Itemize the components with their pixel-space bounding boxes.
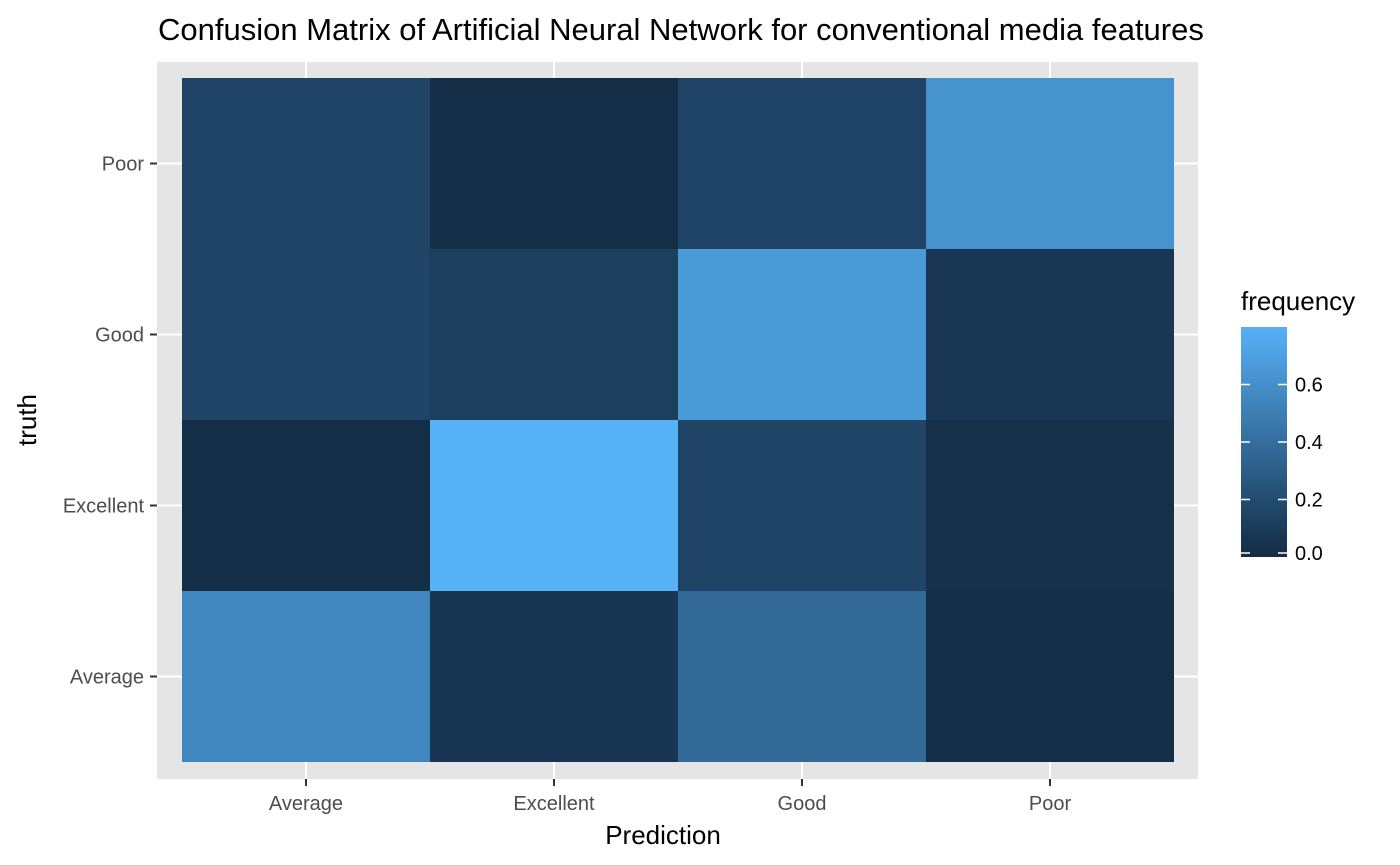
x-tick-label: Excellent bbox=[513, 793, 595, 815]
x-axis: Average Excellent Good Poor bbox=[269, 779, 1072, 815]
y-tick-label: Excellent bbox=[63, 496, 145, 518]
heatmap-cell bbox=[678, 249, 926, 420]
y-axis: Average Excellent Good Poor bbox=[63, 154, 157, 689]
heatmap-cell bbox=[182, 78, 430, 249]
x-tick-label: Poor bbox=[1029, 793, 1072, 815]
heatmap-cell bbox=[926, 78, 1174, 249]
legend-tick-label: 0.2 bbox=[1295, 490, 1323, 512]
y-tick-label: Average bbox=[70, 667, 144, 689]
heatmap-cell bbox=[430, 420, 678, 591]
heatmap-cell bbox=[430, 78, 678, 249]
heatmap-cell bbox=[430, 591, 678, 762]
x-tick-label: Good bbox=[778, 793, 827, 815]
chart-title: Confusion Matrix of Artificial Neural Ne… bbox=[158, 12, 1204, 47]
heatmap-cell bbox=[182, 249, 430, 420]
y-tick-label: Good bbox=[95, 325, 144, 347]
heatmap-cell bbox=[678, 420, 926, 591]
legend: frequency 0.0 0.2 0.4 0.6 bbox=[1241, 286, 1355, 565]
legend-title: frequency bbox=[1241, 286, 1355, 316]
heatmap-cells bbox=[182, 78, 1174, 762]
heatmap-cell bbox=[182, 420, 430, 591]
x-tick-label: Average bbox=[269, 793, 343, 815]
legend-tick-label: 0.4 bbox=[1295, 432, 1323, 454]
x-axis-title: Prediction bbox=[605, 820, 721, 850]
y-tick-label: Poor bbox=[102, 154, 145, 176]
heatmap-cell bbox=[926, 420, 1174, 591]
legend-tick-label: 0.6 bbox=[1295, 375, 1323, 397]
heatmap-cell bbox=[430, 249, 678, 420]
legend-tick-label: 0.0 bbox=[1295, 543, 1323, 565]
heatmap-cell bbox=[678, 591, 926, 762]
heatmap-cell bbox=[926, 591, 1174, 762]
y-axis-title: truth bbox=[12, 394, 42, 446]
heatmap-cell bbox=[182, 591, 430, 762]
heatmap-cell bbox=[678, 78, 926, 249]
heatmap-cell bbox=[926, 249, 1174, 420]
